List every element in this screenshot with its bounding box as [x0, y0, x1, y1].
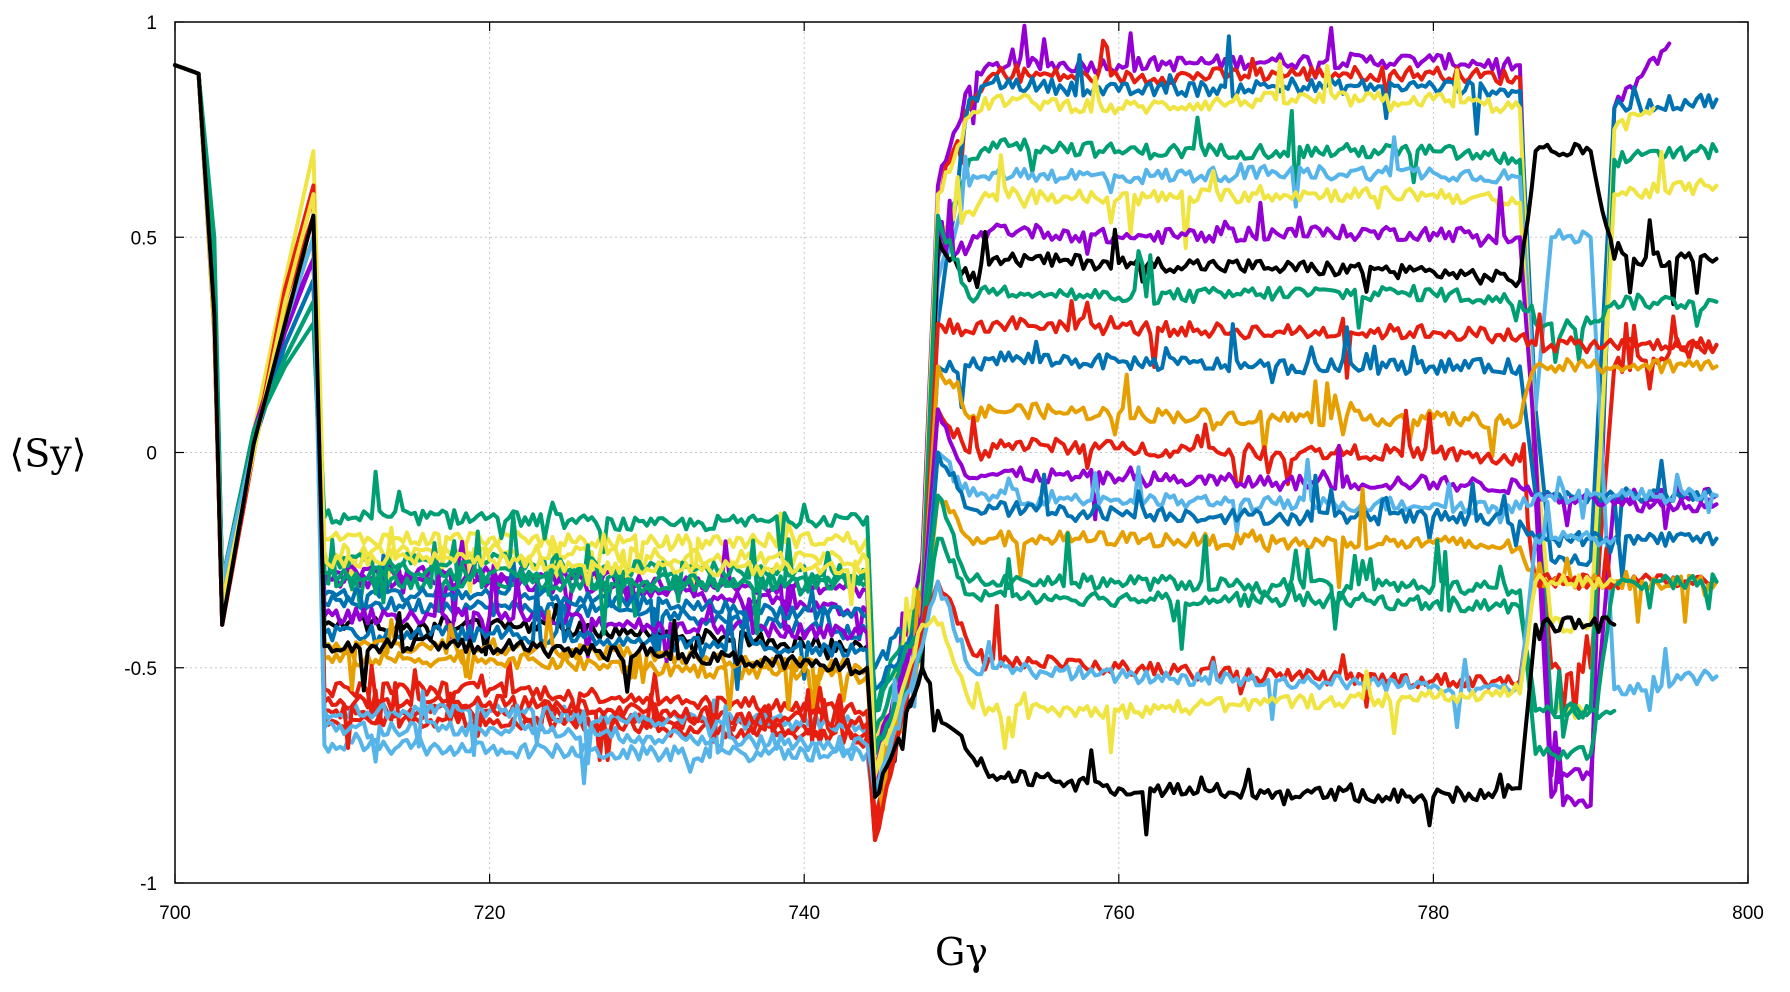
- x-tick-label: 760: [1103, 903, 1135, 924]
- y-axis-title: ⟨Sy⟩: [9, 432, 86, 476]
- series-group: [173, 23, 1719, 842]
- ticks: 700 720 740 760 780 800 1 0.5 0 -0.5 -1: [124, 13, 1764, 924]
- series-line-s11: [173, 63, 1719, 821]
- y-tick-label: 0.5: [131, 228, 157, 249]
- x-tick-label: 780: [1418, 903, 1450, 924]
- series-line-s15: [173, 63, 1719, 756]
- y-tick-label: 1: [146, 13, 157, 34]
- x-axis-title: Gγ: [935, 930, 988, 974]
- y-tick-label: -1: [140, 874, 157, 895]
- series-line-s23: [173, 63, 1617, 778]
- series-line-s10: [173, 63, 1719, 735]
- series-line-s22: [173, 63, 1617, 799]
- series-line-s24: [173, 63, 1617, 837]
- series-line-s20: [173, 63, 1617, 756]
- series-line-s21: [173, 63, 1617, 842]
- y-tick-label: 0: [146, 444, 157, 465]
- x-tick-label: 800: [1732, 903, 1764, 924]
- x-tick-label: 720: [474, 903, 506, 924]
- x-tick-label: 700: [159, 903, 191, 924]
- x-tick-label: 740: [788, 903, 820, 924]
- y-tick-label: -0.5: [124, 659, 157, 680]
- series-line-s13: [173, 63, 1719, 799]
